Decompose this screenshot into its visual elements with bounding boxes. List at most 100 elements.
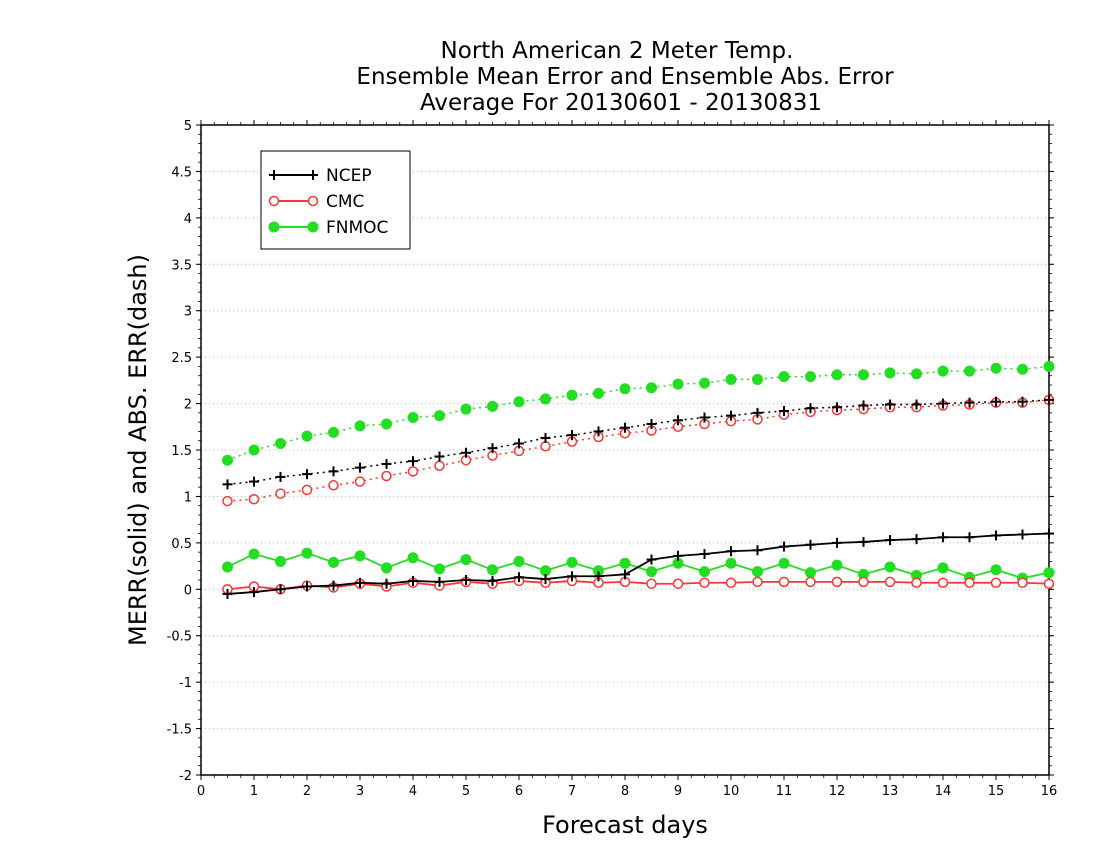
chart-title-line-2: Ensemble Mean Error and Ensemble Abs. Er… [356,64,894,90]
ncep-abs-err-point [885,399,895,410]
cmc-merr-point [911,577,922,589]
y-tick-label: 1.5 [171,444,192,459]
ncep-abs-err-point [1044,394,1054,405]
ncep-abs-err-point [275,471,286,482]
ncep-abs-err-point [620,422,630,433]
x-tick-label: 1 [250,784,258,799]
fnmoc-merr-point [725,557,737,569]
ncep-abs-err-point [222,479,233,490]
ncep-abs-err-point [593,426,604,437]
fnmoc-abs-err-point [513,396,525,408]
ncep-merr-point [858,536,869,547]
legend-marker-start [268,195,280,207]
fnmoc-merr-point [699,566,710,578]
fnmoc-merr-point [381,562,392,574]
fnmoc-abs-err-point [540,393,551,405]
fnmoc-merr-point [937,562,949,574]
fnmoc-merr-point [487,564,498,576]
ncep-merr-point [1044,528,1054,539]
cmc-abs-err-point [381,470,392,482]
ncep-merr-point [673,550,683,561]
legend-label: FNMOC [326,218,388,238]
ncep-merr-point [540,574,551,585]
ncep-merr-point [593,571,604,582]
legend-item-ncep: NCEP [269,166,372,186]
legend-item-cmc: CMC [268,192,364,212]
x-tick-label: 13 [882,784,899,799]
cmc-merr-point [672,578,684,589]
ncep-abs-err-point [540,432,551,443]
ncep-abs-err-point [699,412,710,423]
fnmoc-merr-point [434,563,445,575]
fnmoc-merr-point [354,550,366,562]
ncep-merr-point [726,546,736,557]
ncep-abs-err-point [805,403,816,414]
cmc-merr-point [858,576,869,588]
ncep-merr-point [911,534,922,545]
x-tick-label: 0 [197,784,205,799]
y-tick-label: 0 [184,583,192,598]
data-series [222,360,1055,599]
cmc-abs-err-point [275,488,286,499]
fnmoc-abs-err-point [805,371,816,383]
cmc-merr-point [725,577,737,589]
y-tick-label: 3 [184,305,192,320]
fnmoc-abs-err-point [884,367,896,379]
y-tick-label: 2 [184,398,192,413]
x-tick-label: 12 [829,784,846,799]
ncep-merr-point [355,577,365,588]
cmc-merr-point [805,576,816,588]
legend-box [260,150,411,250]
ncep-merr-point [646,554,657,565]
ncep-merr-point [328,580,339,591]
cmc-abs-err-point [354,476,366,487]
fnmoc-abs-err-point [752,373,763,385]
cmc-abs-err-point [540,441,551,452]
ncep-abs-err-point [964,397,975,408]
ncep-abs-err-point [434,451,445,462]
x-axis-label: Forecast days [542,811,708,839]
legend-label: NCEP [326,166,372,186]
legend-label: CMC [326,192,364,212]
fnmoc-abs-err-point [354,420,366,432]
cmc-merr-point [884,576,896,588]
ncep-merr-point [805,539,816,550]
cmc-merr-point [752,576,763,588]
cmc-merr-point [1017,577,1028,589]
ncep-abs-err-point [461,447,471,458]
ncep-abs-err-point [567,430,577,441]
cmc-abs-err-point [248,493,260,505]
fnmoc-abs-err-point [778,371,790,383]
ncep-merr-point [1017,529,1028,540]
fnmoc-abs-err-point [937,365,949,377]
ncep-merr-point [434,576,445,587]
fnmoc-abs-err-point [619,383,631,395]
ncep-abs-err-point [646,419,657,429]
ncep-abs-err-point [302,469,312,480]
fnmoc-abs-err-point [460,403,472,415]
x-tick-label: 8 [621,784,629,799]
fnmoc-abs-err-point [858,369,869,381]
fnmoc-merr-point [1043,567,1055,579]
ncep-abs-err-point [752,407,763,418]
fnmoc-abs-err-point [1043,360,1055,372]
cmc-merr-point [778,576,790,588]
chart-title-line-1: North American 2 Meter Temp. [441,38,794,64]
cmc-merr-point [964,577,975,589]
cmc-merr-point [831,576,843,588]
ncep-merr-point [302,581,312,592]
x-tick-label: 14 [935,784,952,799]
cmc-abs-err-point [407,466,419,477]
cmc-abs-err-point [434,460,445,472]
fnmoc-merr-point [460,554,472,566]
series-ncep [222,394,1054,599]
fnmoc-merr-point [778,557,790,569]
fnmoc-abs-err-point [1017,363,1028,375]
fnmoc-abs-err-point [593,387,604,399]
fnmoc-abs-err-point [646,382,657,394]
ncep-merr-point [514,572,524,583]
axes: -2-1.5-1-0.500.511.522.533.544.550 1 2 3 4 5 6… [167,119,1058,799]
x-tick-label: 7 [568,784,576,799]
fnmoc-abs-err-point [990,362,1002,374]
